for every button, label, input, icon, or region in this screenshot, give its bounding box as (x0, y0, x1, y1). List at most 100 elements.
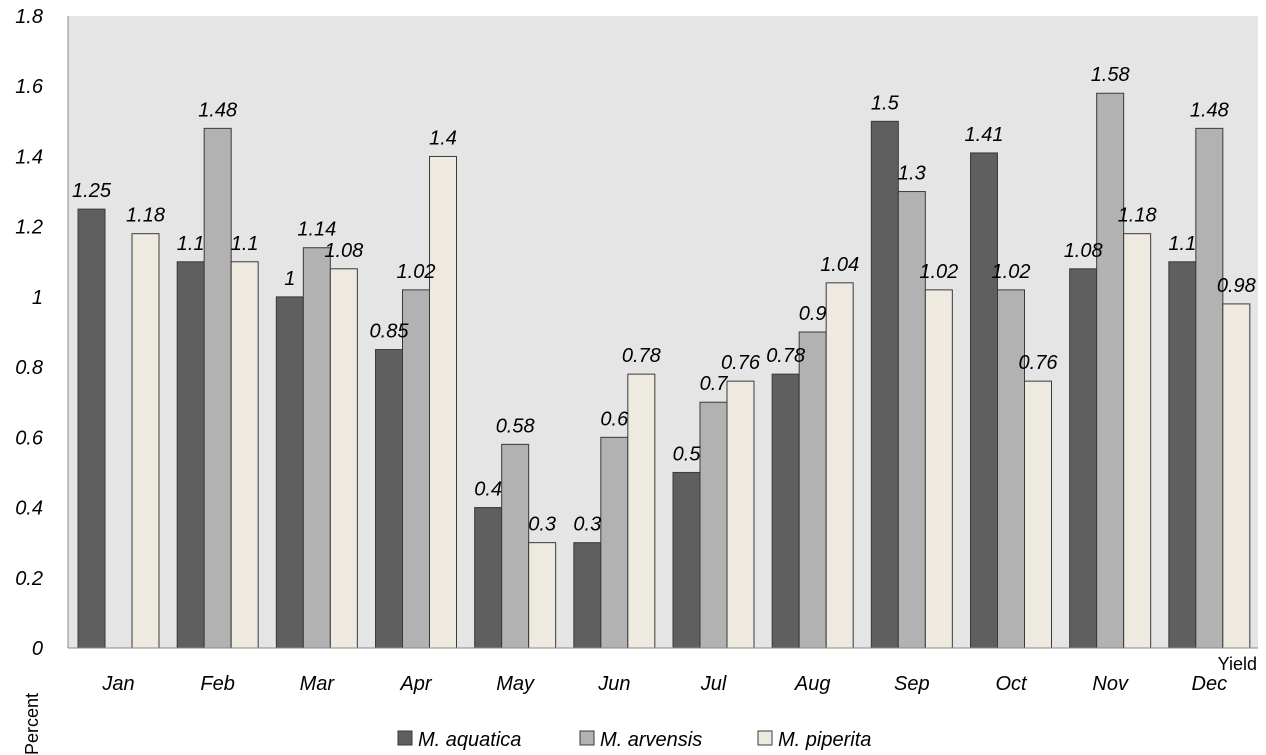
bar (402, 289, 430, 649)
x-tick-label: Dec (1192, 673, 1228, 695)
bar (1168, 261, 1197, 649)
bar (131, 233, 160, 649)
y-tick-label: 0 (32, 638, 43, 660)
bar (203, 127, 232, 649)
legend-label: M. piperita (778, 729, 871, 751)
x-tick-label: Oct (995, 673, 1028, 695)
x-axis-label: Yield (1218, 654, 1257, 674)
x-tick-label: Jul (700, 673, 727, 695)
bar (302, 247, 331, 649)
bar (726, 380, 755, 649)
y-tick-label: 1.8 (15, 6, 43, 28)
x-tick-label: Jun (597, 673, 630, 695)
data-labels-layer: 1.25 1.1 1 0.85 0.4 0.3 0.5 0.78 1.5 1.41 1.08 1.1 1… (72, 64, 1256, 535)
data-label: 1.08 (324, 240, 363, 262)
bar (176, 261, 205, 649)
y-tick-label: 1.2 (15, 217, 43, 239)
data-label: 1.02 (992, 261, 1031, 283)
y-tick-label: 0.2 (15, 568, 43, 590)
data-label: 1 (284, 268, 295, 290)
data-label: 1.18 (1118, 205, 1157, 227)
plot-area (68, 16, 1258, 648)
y-tick-label: 1 (32, 287, 43, 309)
data-label: 0.6 (600, 408, 629, 430)
x-tick-label: Nov (1092, 673, 1129, 695)
legend-swatch (757, 730, 773, 746)
bar (924, 289, 953, 649)
bar (329, 268, 358, 649)
bar (230, 261, 259, 649)
bar (970, 152, 998, 649)
data-label: 1.1 (1168, 233, 1196, 255)
bar (1069, 268, 1098, 649)
y-tick-label: 0.6 (15, 427, 44, 449)
x-tick-labels: Jan Feb Mar Apr May Jun Jul Aug Sep Oct Nov Dec (101, 673, 1227, 695)
y-axis-label: Percent (22, 693, 42, 755)
bar (528, 542, 557, 649)
bar (699, 401, 728, 649)
x-tick-label: Apr (399, 673, 432, 695)
bar (573, 542, 602, 649)
y-tick-labels: 0 0.2 0.4 0.6 0.8 1 1.2 1.4 1.6 1.8 (15, 6, 44, 660)
data-label: 0.76 (721, 352, 761, 374)
data-label: 0.9 (799, 303, 827, 325)
legend-swatch (579, 730, 595, 746)
bar (771, 373, 800, 649)
bar (1222, 303, 1251, 649)
data-label: 1.1 (231, 233, 259, 255)
y-tick-label: 1.4 (15, 146, 43, 168)
bar (1195, 127, 1224, 649)
data-label: 1.02 (919, 261, 958, 283)
data-label: 0.4 (474, 479, 502, 501)
y-tick-label: 0.4 (15, 498, 43, 520)
x-tick-label: Aug (794, 673, 831, 695)
data-label: 1.08 (1064, 240, 1103, 262)
bar (474, 507, 503, 649)
bar (375, 349, 403, 649)
data-label: 1.48 (198, 99, 237, 121)
bars-layer (77, 92, 1251, 649)
data-label: 0.58 (496, 415, 535, 437)
bar (1096, 92, 1125, 649)
x-tick-label: Mar (300, 673, 336, 695)
legend: M. aquatica M. arvensis M. piperita (397, 729, 871, 751)
bar (1024, 380, 1052, 649)
data-label: 1.5 (871, 92, 900, 114)
y-tick-label: 1.6 (15, 76, 44, 98)
data-label: 1.18 (126, 205, 165, 227)
data-label: 1.4 (429, 127, 457, 149)
bar (600, 436, 629, 649)
data-label: 0.78 (766, 345, 805, 367)
x-tick-label: Feb (200, 673, 234, 695)
bar (825, 282, 854, 649)
legend-swatch (397, 730, 413, 746)
data-label: 0.5 (673, 443, 702, 465)
data-label: 1.41 (965, 124, 1004, 146)
data-label: 0.78 (622, 345, 661, 367)
data-label: 0.85 (370, 321, 410, 343)
bar (501, 443, 530, 649)
bar (997, 289, 1025, 649)
data-label: 0.98 (1217, 275, 1256, 297)
y-tick-label: 0.8 (15, 357, 43, 379)
data-label: 0.76 (1019, 352, 1059, 374)
x-tick-label: Sep (894, 673, 930, 695)
bar (672, 471, 701, 649)
legend-label: M. aquatica (418, 729, 521, 751)
data-label: 1.25 (72, 180, 112, 202)
legend-label: M. arvensis (600, 729, 702, 751)
bar (798, 331, 827, 649)
data-label: 1.04 (820, 254, 859, 276)
data-label: 0.7 (700, 373, 729, 395)
data-label: 0.3 (573, 514, 601, 536)
bar (870, 120, 899, 649)
bar (275, 296, 304, 649)
bar (627, 373, 656, 649)
data-label: 1.14 (297, 219, 336, 241)
bar (1123, 233, 1152, 649)
data-label: 1.1 (177, 233, 205, 255)
data-label: 1.02 (397, 261, 436, 283)
data-label: 0.3 (528, 514, 556, 536)
data-label: 1.58 (1091, 64, 1130, 86)
